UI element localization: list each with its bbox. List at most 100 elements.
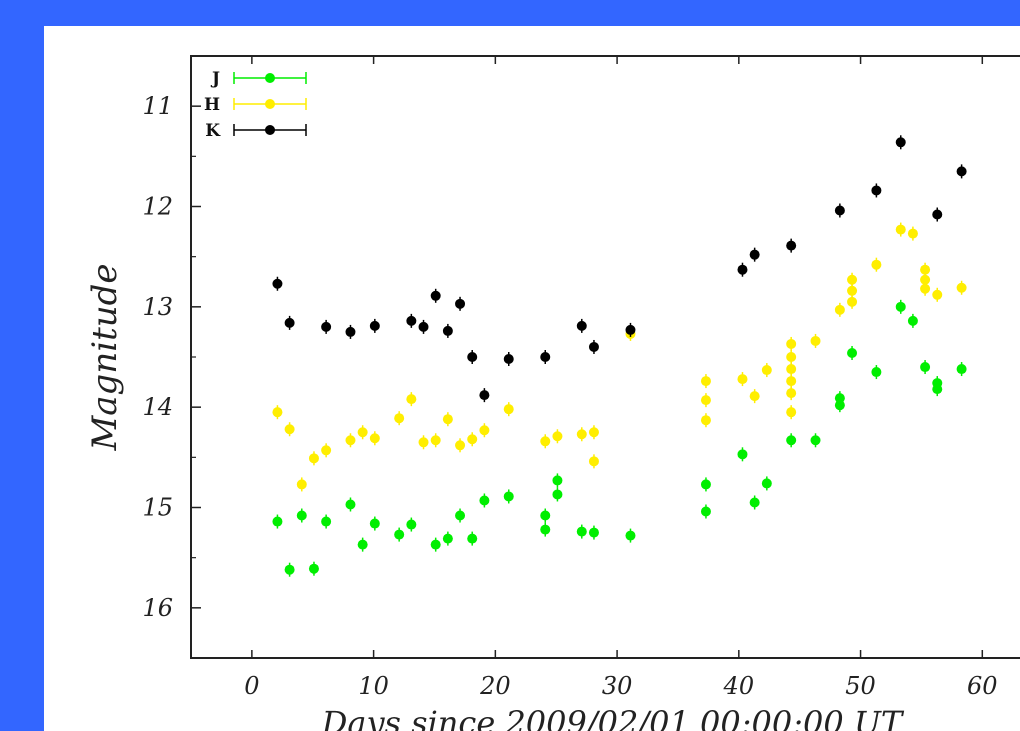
data-point-K xyxy=(504,354,514,364)
data-point-H xyxy=(908,229,918,239)
data-point-J xyxy=(920,362,930,372)
data-point-J xyxy=(431,540,441,550)
data-point-H xyxy=(479,425,489,435)
data-point-K xyxy=(540,352,550,362)
legend-label-J: J xyxy=(210,69,220,89)
data-point-K xyxy=(467,352,477,362)
data-point-J xyxy=(908,316,918,326)
x-axis-label: Days since 2009/02/01 00:00:00 UT xyxy=(321,704,905,731)
data-point-H xyxy=(577,429,587,439)
data-point-H xyxy=(920,284,930,294)
data-point-H xyxy=(701,376,711,386)
data-point-J xyxy=(394,530,404,540)
data-point-H xyxy=(370,433,380,443)
y-tick-label: 14 xyxy=(142,393,173,421)
x-tick-label: 50 xyxy=(845,672,876,700)
data-point-K xyxy=(443,326,453,336)
data-point-J xyxy=(589,528,599,538)
data-point-K xyxy=(285,318,295,328)
data-point-K xyxy=(455,299,465,309)
data-point-K xyxy=(370,321,380,331)
data-point-K xyxy=(589,342,599,352)
y-tick-label: 12 xyxy=(142,193,173,221)
data-point-J xyxy=(701,479,711,489)
data-point-K xyxy=(577,321,587,331)
data-point-J xyxy=(750,497,760,507)
data-point-H xyxy=(957,283,967,293)
x-tick-label: 40 xyxy=(723,672,755,700)
data-point-J xyxy=(762,478,772,488)
data-point-H xyxy=(847,275,857,285)
data-point-H xyxy=(750,391,760,401)
data-point-H xyxy=(443,414,453,424)
data-point-H xyxy=(455,440,465,450)
data-point-H xyxy=(540,436,550,446)
data-point-J xyxy=(309,564,319,574)
data-point-J xyxy=(835,400,845,410)
data-point-H xyxy=(297,479,307,489)
data-point-K xyxy=(871,185,881,195)
y-axis-label: Magnitude xyxy=(85,263,125,451)
data-point-H xyxy=(309,453,319,463)
data-points xyxy=(272,135,966,576)
data-point-K xyxy=(737,265,747,275)
data-point-J xyxy=(540,525,550,535)
data-point-J xyxy=(504,491,514,501)
data-point-J xyxy=(896,302,906,312)
legend: JHK xyxy=(204,69,306,141)
data-point-H xyxy=(811,336,821,346)
data-point-J xyxy=(625,531,635,541)
data-point-H xyxy=(358,427,368,437)
y-tick-label: 15 xyxy=(142,494,173,522)
y-tick-label: 11 xyxy=(142,92,173,120)
legend-label-K: K xyxy=(205,121,221,141)
data-point-H xyxy=(701,415,711,425)
x-tick-label: 10 xyxy=(358,672,389,700)
data-point-K xyxy=(957,166,967,176)
data-point-J xyxy=(455,511,465,521)
data-point-J xyxy=(786,435,796,445)
data-point-H xyxy=(786,407,796,417)
data-point-H xyxy=(762,365,772,375)
data-point-H xyxy=(932,290,942,300)
data-point-J xyxy=(577,527,587,537)
data-point-J xyxy=(540,511,550,521)
data-point-H xyxy=(321,445,331,455)
legend-label-H: H xyxy=(204,95,220,115)
data-point-J xyxy=(321,517,331,527)
data-point-J xyxy=(345,499,355,509)
x-tick-label: 30 xyxy=(602,672,633,700)
data-point-J xyxy=(443,534,453,544)
data-point-K xyxy=(321,322,331,332)
data-point-K xyxy=(419,322,429,332)
data-point-H xyxy=(394,413,404,423)
data-point-J xyxy=(552,489,562,499)
data-point-K xyxy=(625,325,635,335)
x-tick-label: 0 xyxy=(244,672,259,700)
data-point-H xyxy=(835,305,845,315)
legend-marker-K xyxy=(265,125,275,135)
data-point-H xyxy=(552,431,562,441)
y-axis-ticks: 11 12 13 14 15 16 xyxy=(142,92,201,622)
data-point-H xyxy=(896,225,906,235)
data-point-K xyxy=(932,210,942,220)
data-point-K xyxy=(750,250,760,260)
data-point-H xyxy=(847,286,857,296)
x-axis-ticks: 0 10 20 30 40 50 60 xyxy=(244,56,997,700)
data-point-K xyxy=(272,279,282,289)
data-point-H xyxy=(786,388,796,398)
legend-marker-H xyxy=(265,99,275,109)
data-point-K xyxy=(345,327,355,337)
data-point-J xyxy=(737,449,747,459)
data-point-H xyxy=(737,374,747,384)
series-H-points xyxy=(272,223,966,492)
data-point-K xyxy=(406,316,416,326)
data-point-H xyxy=(504,404,514,414)
data-point-J xyxy=(552,475,562,485)
data-point-J xyxy=(297,511,307,521)
data-point-H xyxy=(847,297,857,307)
data-point-K xyxy=(896,137,906,147)
data-point-J xyxy=(957,364,967,374)
data-point-H xyxy=(406,394,416,404)
